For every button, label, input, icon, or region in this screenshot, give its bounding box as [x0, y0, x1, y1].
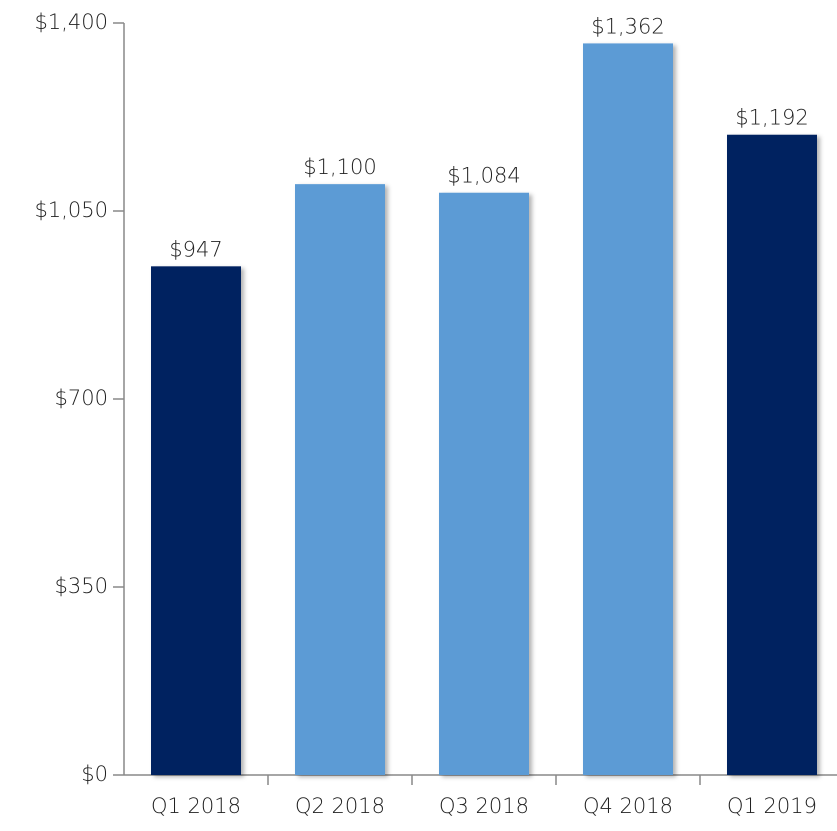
value-label: $947	[169, 237, 222, 261]
bar	[583, 43, 673, 775]
bar	[295, 184, 385, 776]
x-tick-label: Q3 2018	[439, 794, 529, 818]
bar	[151, 266, 241, 775]
value-label: $1,084	[447, 164, 520, 188]
y-tick-label: $1,400	[35, 10, 108, 34]
value-label: $1,100	[303, 155, 376, 179]
y-tick-label: $1,050	[35, 198, 108, 222]
x-tick-label: Q2 2018	[295, 794, 385, 818]
y-tick-label: $0	[81, 762, 108, 786]
x-tick-label: Q1 2019	[727, 794, 817, 818]
x-tick-label: Q4 2018	[583, 794, 673, 818]
x-tick-label: Q1 2018	[151, 794, 241, 818]
y-tick-label: $350	[55, 574, 108, 598]
y-tick-label: $700	[55, 386, 108, 410]
value-label: $1,192	[735, 106, 808, 130]
bar	[439, 192, 529, 776]
value-label: $1,362	[591, 14, 664, 38]
bar	[727, 134, 817, 775]
